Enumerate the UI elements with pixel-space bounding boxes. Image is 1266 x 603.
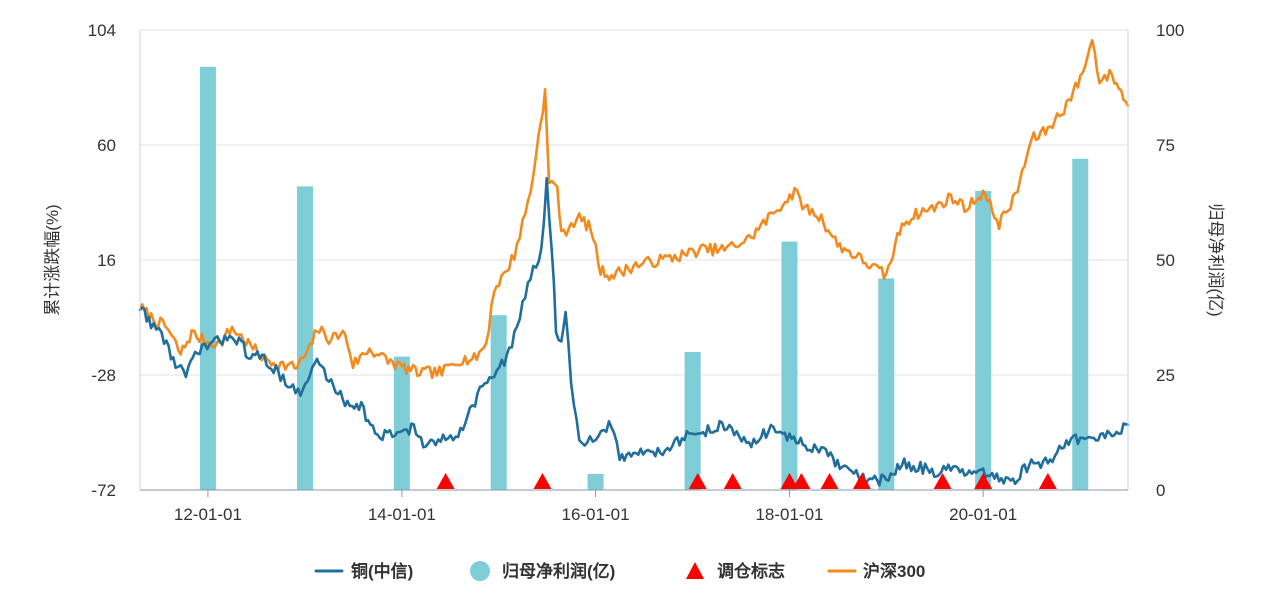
rebalance-marker xyxy=(533,473,552,489)
axes: 104 60 16 -28 -72 100 75 50 25 0 12-01-01 14-01-01 1… xyxy=(88,21,1185,524)
y-left-tick-label: -28 xyxy=(91,366,116,385)
rebalance-marker xyxy=(852,473,871,489)
rebalance-markers xyxy=(436,473,1057,489)
x-tick-label: 16-01-01 xyxy=(561,505,629,524)
x-tick-label: 12-01-01 xyxy=(174,505,242,524)
legend-circle-swatch xyxy=(470,561,490,581)
legend-label: 铜(中信) xyxy=(351,561,413,581)
rebalance-marker xyxy=(688,473,707,489)
legend: 铜(中信) 归母净利润(亿) 调仓标志 沪深300 xyxy=(314,561,925,581)
rebalance-marker xyxy=(974,473,993,489)
profit-bar xyxy=(1072,158,1089,491)
legend-triangle-swatch xyxy=(686,562,704,579)
y-right-tick-label: 75 xyxy=(1156,136,1175,155)
profit-bars xyxy=(199,66,1089,491)
x-tick-label: 20-01-01 xyxy=(949,505,1017,524)
profit-bar xyxy=(393,356,410,490)
profit-bar xyxy=(587,473,604,490)
rebalance-marker xyxy=(1038,473,1057,489)
copper-line xyxy=(138,176,1130,487)
profit-bar xyxy=(297,186,314,490)
y-right-tick-label: 25 xyxy=(1156,366,1175,385)
y-left-tick-label: -72 xyxy=(91,481,116,500)
rebalance-marker xyxy=(933,473,952,489)
line-series xyxy=(138,38,1130,487)
y-axis-left-title: 累计涨跌幅(%) xyxy=(43,204,62,315)
y-axis-right-title: 归母净利润(亿) xyxy=(1206,203,1225,316)
rebalance-marker xyxy=(723,473,742,489)
hs300-line xyxy=(138,38,1130,380)
y-left-tick-label: 60 xyxy=(97,136,116,155)
profit-bar xyxy=(490,315,507,490)
y-right-tick-label: 0 xyxy=(1156,481,1165,500)
profit-bar xyxy=(878,278,895,490)
rebalance-marker xyxy=(820,473,839,489)
profit-bar xyxy=(684,352,701,490)
rebalance-marker xyxy=(780,473,799,489)
legend-label: 沪深300 xyxy=(863,561,925,581)
profit-bar xyxy=(199,66,216,491)
rebalance-marker xyxy=(792,473,811,489)
y-right-tick-label: 50 xyxy=(1156,251,1175,270)
legend-label: 调仓标志 xyxy=(717,561,785,581)
y-left-tick-label: 104 xyxy=(88,21,116,40)
x-tick-label: 18-01-01 xyxy=(755,505,823,524)
x-tick-label: 14-01-01 xyxy=(368,505,436,524)
profit-bar xyxy=(975,191,992,490)
profit-bar xyxy=(781,241,798,490)
rebalance-marker xyxy=(436,473,455,489)
y-right-tick-label: 100 xyxy=(1156,21,1184,40)
y-left-tick-label: 16 xyxy=(97,251,116,270)
legend-label: 归母净利润(亿) xyxy=(502,561,615,581)
